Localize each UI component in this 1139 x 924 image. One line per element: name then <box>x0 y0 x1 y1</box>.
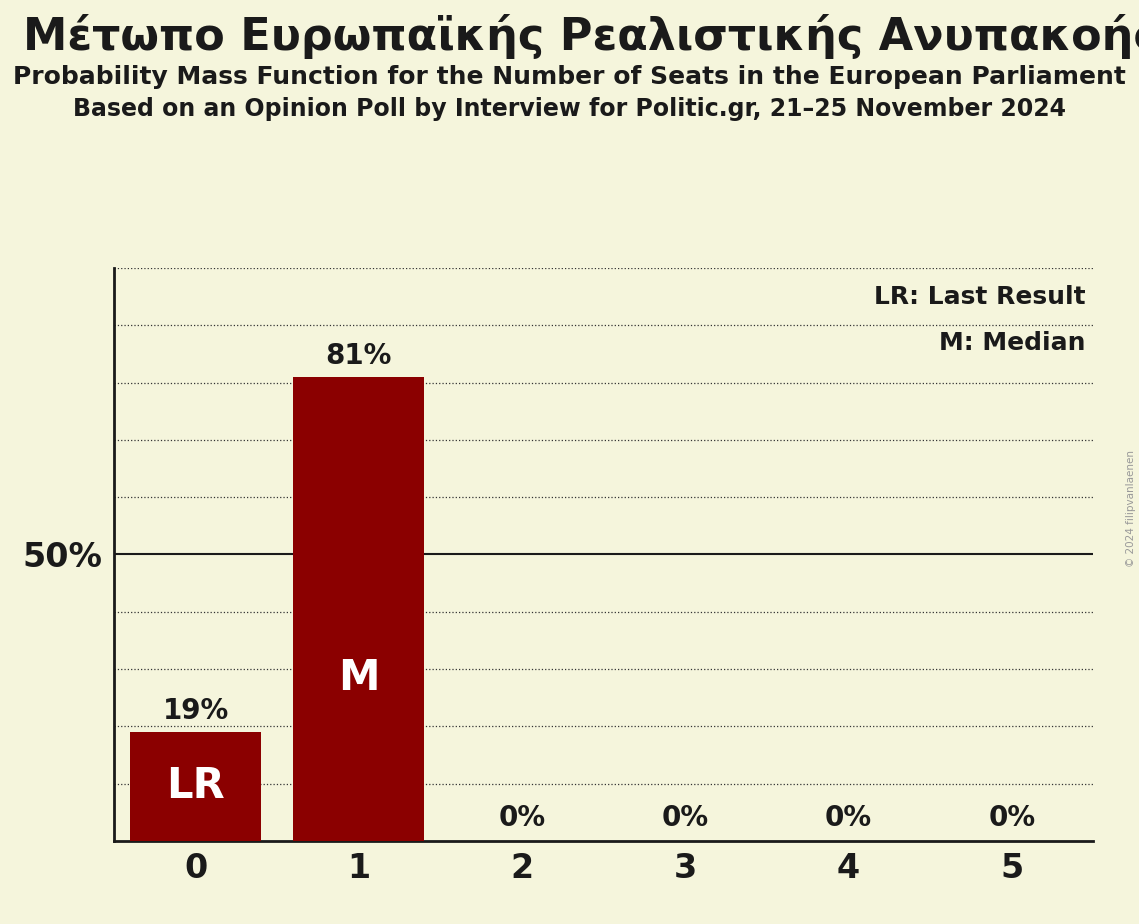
Text: M: M <box>338 658 379 699</box>
Text: Probability Mass Function for the Number of Seats in the European Parliament: Probability Mass Function for the Number… <box>13 65 1126 89</box>
Text: © 2024 filipvanlaenen: © 2024 filipvanlaenen <box>1126 450 1136 566</box>
Text: 81%: 81% <box>326 342 392 370</box>
Text: 0%: 0% <box>825 804 872 833</box>
Text: 0%: 0% <box>989 804 1035 833</box>
Text: LR: LR <box>166 765 224 808</box>
Text: 0%: 0% <box>662 804 708 833</box>
Text: Μέτωπο Ευρωπαϊκής Ρεαλιστικής Ανυπακοής (GUE/NG: Μέτωπο Ευρωπαϊκής Ρεαλιστικής Ανυπακοής … <box>23 14 1139 59</box>
Text: 19%: 19% <box>163 697 229 725</box>
Text: M: Median: M: Median <box>939 331 1085 355</box>
Bar <box>130 732 261 841</box>
Text: LR: Last Result: LR: Last Result <box>874 286 1085 310</box>
Text: Based on an Opinion Poll by Interview for Politic.gr, 21–25 November 2024: Based on an Opinion Poll by Interview fo… <box>73 97 1066 121</box>
Text: 0%: 0% <box>499 804 546 833</box>
Bar <box>294 377 424 841</box>
